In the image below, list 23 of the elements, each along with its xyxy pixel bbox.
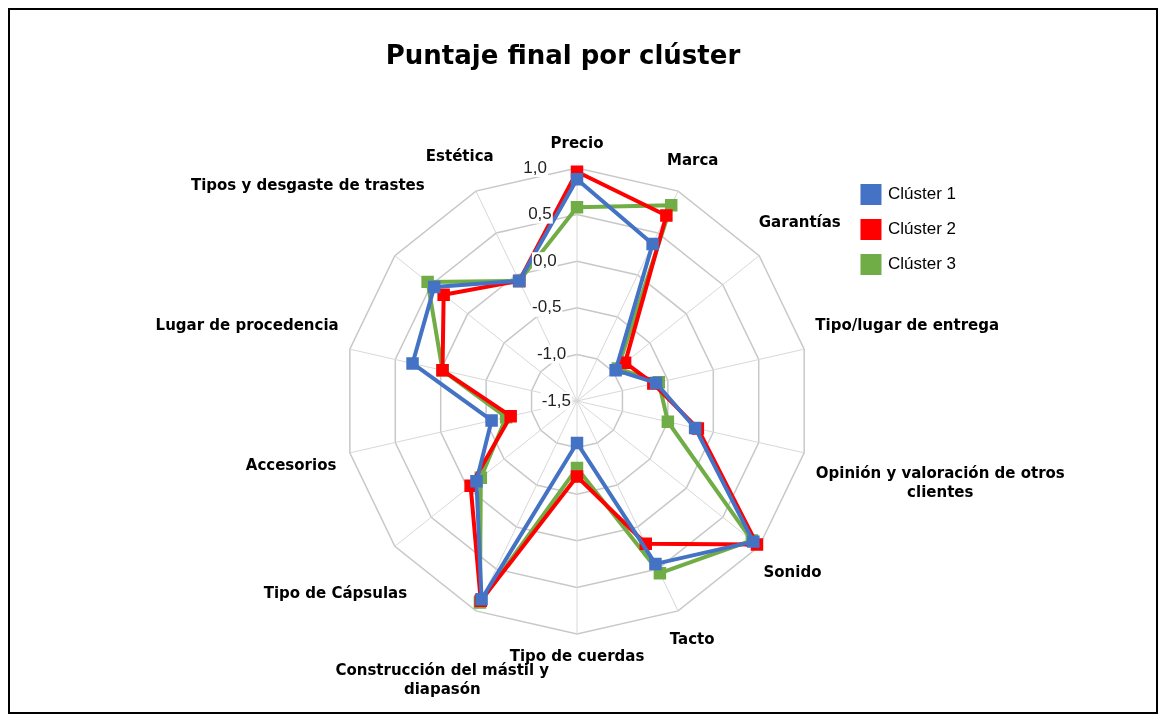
y-tick-label: 0,0 — [532, 250, 557, 270]
spoke-label: Construcción del mástil y diapasón — [335, 661, 550, 699]
spoke-label: Lugar de procedencia — [155, 315, 339, 334]
spoke-label: Tacto — [669, 629, 715, 648]
spoke-label: Opinión y valoración de otros clientes — [815, 464, 1065, 502]
legend-label: Clúster 1 — [887, 184, 957, 204]
y-tick-label: 0,5 — [528, 204, 552, 224]
spoke-label: Sonido — [763, 562, 822, 581]
legend-label: Clúster 2 — [887, 219, 957, 239]
chart-title: Puntaje final por clúster — [384, 39, 742, 70]
spoke-label: Tipo/lugar de entrega — [815, 315, 1000, 334]
spoke-label: Precio — [550, 134, 604, 153]
spoke-label: Tipo de Cápsulas — [263, 583, 408, 602]
spoke-label: Estética — [425, 147, 494, 166]
y-tick-label: -0,5 — [532, 297, 562, 317]
y-tick-label: -1,5 — [541, 390, 571, 410]
y-tick-label: 1,0 — [523, 157, 547, 177]
legend-label: Clúster 3 — [887, 254, 957, 274]
spoke-label: Garantías — [758, 213, 841, 232]
spoke-label: Tipos y desgaste de trastes — [190, 176, 425, 195]
spoke-label: Marca — [666, 150, 719, 169]
spoke-label: Accesorios — [245, 456, 337, 475]
y-tick-label: -1,0 — [536, 344, 567, 364]
